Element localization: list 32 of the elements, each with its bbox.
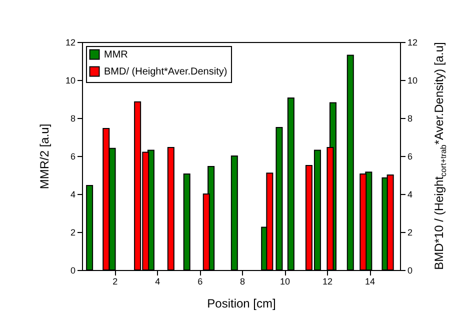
- legend-label: MMR: [104, 50, 128, 60]
- x-tick-label: 8: [240, 276, 246, 286]
- x-tick-label: 2: [112, 276, 118, 286]
- y2-tick-label: 4: [408, 190, 413, 200]
- y2-tick-label: 0: [408, 266, 413, 276]
- x-tick-label: 6: [198, 276, 203, 286]
- y-tick-label: 2: [70, 228, 76, 238]
- bar: [346, 54, 354, 270]
- y2-tick-label: 8: [408, 114, 413, 124]
- y-tick-label: 6: [70, 152, 76, 162]
- bar: [86, 184, 94, 270]
- bar: [276, 127, 283, 270]
- x-axis-title: Position [cm]: [207, 296, 276, 310]
- x-tick-label: 14: [365, 276, 376, 286]
- y-tick-label: 12: [65, 38, 76, 48]
- y2-tick-label: 6: [408, 152, 413, 162]
- y2-tick-label: 12: [408, 38, 418, 48]
- legend-label: BMD/ (Height*Aver.Density): [104, 66, 228, 78]
- y2-tick-label: 10: [408, 76, 418, 86]
- y-tick-label: 10: [65, 76, 76, 86]
- x-tick-label: 12: [322, 276, 333, 286]
- bar: [230, 156, 238, 270]
- y2-tick-label: 2: [408, 228, 413, 238]
- bar: [287, 98, 294, 270]
- y-tick-label: 0: [70, 266, 76, 276]
- x-tick-label: 10: [280, 276, 290, 286]
- y-axis-title: MMR/2 [a.u]: [37, 124, 52, 190]
- y-tick-label: 4: [70, 190, 76, 200]
- bar: [167, 146, 174, 270]
- x-tick-label: 4: [155, 276, 160, 286]
- bar: [183, 174, 190, 270]
- y-tick-label: 8: [70, 114, 76, 124]
